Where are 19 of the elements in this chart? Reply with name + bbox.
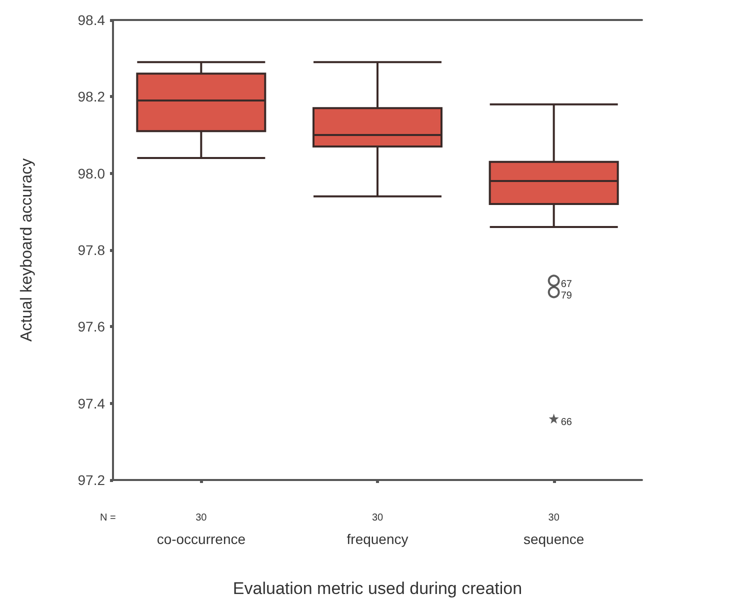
y-axis-title: Actual keyboard accuracy bbox=[18, 158, 36, 342]
text: N = bbox=[100, 512, 116, 524]
annotation: 79 bbox=[560, 290, 572, 302]
y-tick-label: 98.4 bbox=[78, 12, 106, 28]
annotation: 67 bbox=[560, 279, 572, 290]
y-tick-label: 97.8 bbox=[78, 242, 106, 258]
annotation: 66 bbox=[560, 417, 572, 428]
text: 30 bbox=[196, 512, 208, 524]
y-tick-label: 98.0 bbox=[78, 165, 106, 182]
y-tick-label: 98.2 bbox=[78, 88, 106, 105]
x-tick-label: sequence bbox=[523, 531, 584, 547]
x-tick-label: co-occurrence bbox=[156, 531, 246, 547]
x-axis-title: Evaluation metric used during creation bbox=[232, 579, 522, 598]
x-tick-label: frequency bbox=[346, 531, 408, 547]
text: 30 bbox=[372, 512, 384, 524]
y-tick-label: 97.4 bbox=[78, 395, 106, 412]
text: 30 bbox=[548, 512, 560, 524]
y-tick-label: 97.6 bbox=[78, 318, 106, 335]
y-tick-label: 97.2 bbox=[78, 472, 106, 488]
